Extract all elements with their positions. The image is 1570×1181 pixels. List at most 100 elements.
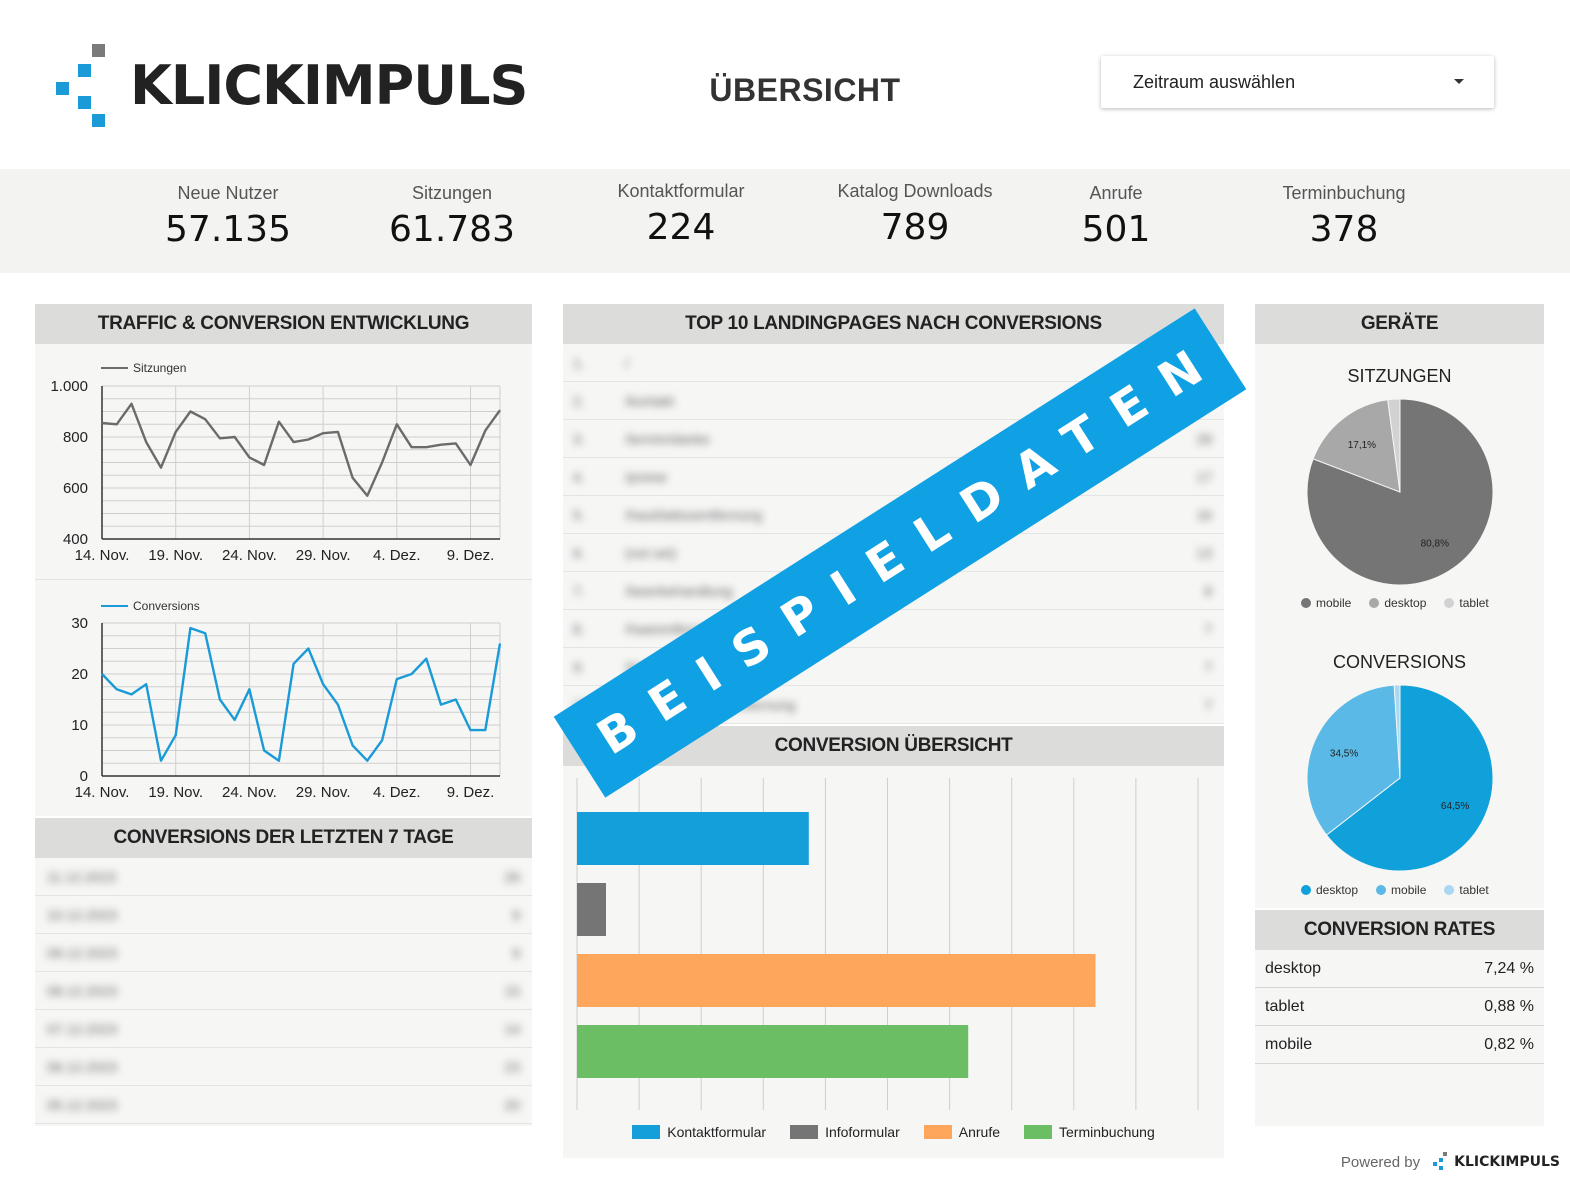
row-date: 08.12.2023 [47,982,118,999]
x-tick-label: 14. Nov. [75,547,130,564]
conversions-line-chart: 30 20 10 014. Nov. 19. Nov. 24. Nov. 29. Nov. 4… [71,599,502,801]
kpi-label: Sitzungen [411,183,493,203]
y-tick-label: 10 [71,717,88,734]
caret-down-icon [1454,79,1464,84]
row-rank: 2. [573,392,585,409]
legend-label: Anrufe [958,1124,1001,1140]
row-value: 7 [1204,620,1212,637]
x-tick-label: 29. Nov. [296,547,351,564]
row-rank: 1. [573,354,585,371]
date-range-select[interactable]: Zeitraum auswählen [1101,56,1494,108]
traffic-conversion-panel: TRAFFIC & CONVERSION ENTWICKLUNG 1.000 80… [35,304,532,816]
y-tick-label: 0 [80,768,88,785]
y-tick-label: 1.000 [50,378,88,395]
rate-device: mobile [1265,1035,1313,1053]
series-line-sitzungen [101,402,501,497]
kpi-value: 789 [880,207,950,248]
legend-label: tablet [1459,883,1489,897]
powered-by-text: Powered by [1340,1153,1421,1171]
legend-item-calls: Anrufe [923,1124,1001,1140]
row-date: 10.12.2023 [47,906,118,923]
logo-mark-icon [54,40,110,130]
last-7-days-panel: CONVERSIONS DER LETZTEN 7 TAGE 11.12.202… [35,818,532,1126]
kpi-value: 57.135 [165,209,291,250]
x-tick-label: 24. Nov. [222,784,277,801]
table-row: 05.12.2023 20 [35,1086,532,1124]
kpi-catalog-downloads: Katalog Downloads 789 [795,179,1035,248]
row-value: 7 [1204,658,1212,675]
row-page: /kontakt [625,392,675,409]
y-tick-label: 600 [63,480,88,497]
legend-item-mobile: mobile [1376,883,1426,897]
conversions-pie-title: CONVERSIONS [1332,652,1467,672]
bar-anrufe [577,954,1096,1007]
legend-dot [1301,885,1311,895]
conversion-rates-panel: CONVERSION RATES desktop 7,24 % tablet 0… [1255,910,1544,1126]
table-row: tablet 0,88 % [1255,988,1544,1026]
rate-device: tablet [1265,997,1305,1015]
row-page: / [625,354,629,371]
y-tick-label: 30 [71,615,88,632]
logo-text: KLICKIMPULS [130,53,528,117]
legend-item-info-form: Infoformular [790,1124,900,1140]
row-date: 11.12.2023 [47,868,117,885]
row-value: 8 [1204,582,1212,599]
table-row: 07.12.2023 14 [35,1010,532,1048]
pie-slice-desktop [1312,399,1401,493]
kpi-label: Neue Nutzer [177,183,279,203]
rate-value: 7,24 % [1484,959,1534,977]
footer: Powered by KLICKIMPULS [1341,1151,1560,1173]
panel-title: CONVERSIONS DER LETZTEN 7 TAGE [35,818,532,858]
legend-label: Terminbuchung [1059,1124,1155,1140]
row-value: 28 [1196,430,1212,447]
table-row: 1. / [563,344,1224,382]
row-rank: 4. [573,468,585,485]
row-date: 06.12.2023 [47,1058,118,1075]
table-row: 10.12.2023 9 [35,896,532,934]
conversion-overview-panel: CONVERSION ÜBERSICHT Kontaktformular Inf… [563,726,1224,1158]
legend-item-tablet: tablet [1444,883,1489,897]
bar-terminbuchung [577,1025,969,1078]
footer-logo: KLICKIMPULS [1432,1151,1560,1173]
row-value: 13 [1196,544,1212,561]
panel-title: CONVERSION RATES [1255,910,1544,950]
legend-label: Sitzungen [133,361,186,375]
legend-label: tablet [1459,596,1489,610]
pie-slice-label: 80,8% [1421,539,1449,550]
legend-item-contact-form: Kontaktformular [632,1124,766,1140]
row-date: 07.12.2023 [47,1020,118,1037]
row-value: 14 [504,1020,520,1037]
row-value: 16 [1196,506,1212,523]
kpi-new-users: Neue Nutzer 57.135 [128,181,328,250]
pie-slice-label: 64,5% [1441,801,1469,812]
pie-slice-desktop [1325,684,1494,872]
y-tick-label: 800 [63,429,88,446]
panel-title: TRAFFIC & CONVERSION ENTWICKLUNG [35,304,532,344]
legend-label: mobile [1391,883,1427,897]
kpi-label: Kontaktformular [617,181,745,201]
legend-item-desktop: desktop [1369,596,1426,610]
conversion-bar-chart [576,778,1199,1110]
pie-slice-mobile [1306,398,1494,586]
x-tick-label: 14. Nov. [75,784,130,801]
row-value: 7 [1204,696,1212,713]
legend-item-mobile: mobile [1301,596,1351,610]
legend-item-tablet: tablet [1444,596,1489,610]
legend-dot [1444,885,1455,895]
kpi-appointments: Terminbuchung 378 [1244,181,1444,250]
kpi-value: 378 [1309,209,1379,250]
legend-label: desktop [1384,596,1427,610]
legend-dot [1369,598,1380,608]
pie-slice-label: 17,1% [1348,440,1376,451]
sessions-pie-legend: mobile desktop tablet [1301,596,1489,610]
rate-value: 0,88 % [1484,997,1534,1015]
sessions-pie-chart: 80,8% 17,1% [1306,398,1494,586]
table-row: 3. /termin/danke 28 [563,420,1224,458]
table-row: desktop 7,24 % [1255,950,1544,988]
kpi-label: Terminbuchung [1282,183,1406,203]
row-rank: 7. [573,582,585,599]
legend-label: Kontaktformular [667,1124,767,1140]
kpi-bar: Neue Nutzer 57.135 Sitzungen 61.783 Kont… [0,169,1570,273]
kpi-sessions: Sitzungen 61.783 [352,181,552,250]
